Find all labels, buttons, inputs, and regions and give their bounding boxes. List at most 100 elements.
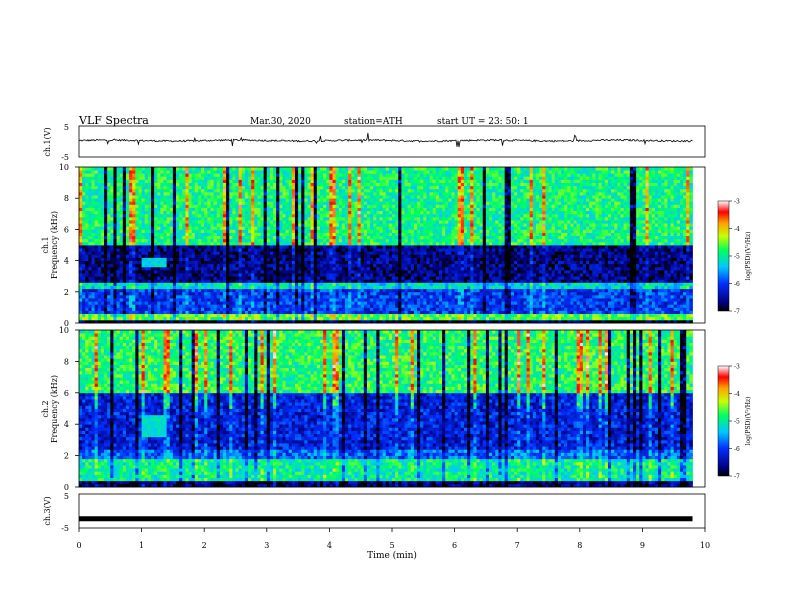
spectrogram-cell	[95, 170, 99, 174]
spectrogram-cell	[160, 195, 164, 199]
ch1-ytick-bottom: -5	[61, 153, 69, 162]
spectrogram-cell	[195, 282, 199, 286]
spectrogram-cell	[198, 173, 202, 177]
spectrogram-cell	[107, 307, 111, 311]
spectrogram-cell	[123, 245, 127, 249]
spectrogram-cell	[123, 311, 127, 315]
spectrogram-cell	[110, 279, 114, 283]
spectrogram-cell	[170, 167, 174, 171]
spectrogram-cell	[198, 286, 202, 290]
spectrogram-cell	[154, 201, 158, 205]
spectrogram-cell	[123, 229, 127, 233]
spectrogram-cell	[157, 292, 161, 296]
spectrogram-cell	[107, 298, 111, 302]
spectrogram-cell	[170, 229, 174, 233]
spectrogram-cell	[182, 195, 186, 199]
spectrogram-cell	[195, 214, 199, 218]
spectrogram-cell	[151, 220, 155, 224]
spectrogram-cell	[101, 301, 105, 305]
spectrogram-cell	[198, 198, 202, 202]
spectrogram-cell	[204, 270, 208, 274]
spectrogram-cell	[132, 292, 136, 296]
spectrogram-cell	[173, 292, 177, 296]
spectrogram-cell	[157, 220, 161, 224]
spectrogram-cell	[170, 264, 174, 268]
spectrogram-cell	[79, 289, 83, 293]
spectrogram-cell	[85, 251, 89, 255]
spectrogram-cell	[107, 236, 111, 240]
spectrogram-cell	[82, 239, 86, 243]
spectrogram-cell	[85, 223, 89, 227]
spectrogram-cell	[98, 183, 102, 187]
spectrogram-cell	[160, 311, 164, 315]
spectrogram-cell	[170, 170, 174, 174]
spectrogram-cell	[82, 282, 86, 286]
spectrogram-cell	[85, 233, 89, 237]
spectrogram-cell	[160, 248, 164, 252]
spectrogram-cell	[92, 292, 96, 296]
spectrogram-cell	[120, 192, 124, 196]
spectrogram-cell	[151, 311, 155, 315]
spectrogram-cell	[148, 298, 152, 302]
spectrogram-cell	[95, 189, 99, 193]
spectrogram-cell	[79, 276, 83, 280]
spectrogram-cell	[179, 311, 183, 315]
spectrogram-cell	[204, 248, 208, 252]
spectrogram-cell	[129, 223, 133, 227]
spectrogram-cell	[148, 223, 152, 227]
spectrogram-cell	[201, 211, 205, 215]
spectrogram-cell	[151, 270, 155, 274]
spectrogram-cell	[104, 220, 108, 224]
spectrogram-cell	[185, 270, 189, 274]
spectrogram-cell	[151, 229, 155, 233]
spectrogram-cell	[154, 204, 158, 208]
spectrogram-cell	[195, 229, 199, 233]
spectrogram-cell	[164, 273, 168, 277]
spectrogram-cell	[195, 286, 199, 290]
spectrogram-cell	[195, 314, 199, 318]
spectrogram-cell	[126, 183, 130, 187]
spectrogram-cell	[113, 317, 117, 321]
spectrogram-cell	[170, 192, 174, 196]
spectrogram-cell	[138, 307, 142, 311]
spectrogram-cell	[138, 173, 142, 177]
spectrogram-cell	[201, 173, 205, 177]
spectrogram-cell	[145, 170, 149, 174]
spectrogram-cell	[88, 173, 92, 177]
spectrogram-cell	[164, 220, 168, 224]
spectrogram-cell	[173, 204, 177, 208]
spectrogram-cell	[142, 226, 146, 230]
spectrogram-cell	[110, 217, 114, 221]
spectrogram-cell	[92, 314, 96, 318]
spectrogram-cell	[201, 270, 205, 274]
spectrogram-cell	[135, 279, 139, 283]
spectrogram-cell	[170, 176, 174, 180]
spectrogram-cell	[142, 298, 146, 302]
spectrogram-cell	[201, 208, 205, 212]
spectrogram-cell	[145, 217, 149, 221]
spectrogram-cell	[185, 273, 189, 277]
spectrogram-cell	[204, 226, 208, 230]
spectrogram-cell	[179, 223, 183, 227]
spectrogram-cell	[179, 251, 183, 255]
spectrogram-cell	[113, 267, 117, 271]
spectrogram-cell	[167, 233, 171, 237]
spectrogram-cell	[92, 248, 96, 252]
spectrogram-cell	[142, 186, 146, 190]
spectrogram-cell	[107, 257, 111, 261]
spectrogram-cell	[195, 311, 199, 315]
spectrogram-cell	[185, 295, 189, 299]
spectrogram-cell	[198, 192, 202, 196]
spectrogram-cell	[110, 176, 114, 180]
spectrogram-cell	[195, 248, 199, 252]
spectrogram-cell	[138, 251, 142, 255]
spectrogram-cell	[92, 170, 96, 174]
spectrogram-cell	[104, 183, 108, 187]
spectrogram-cell	[145, 179, 149, 183]
spectrogram-cell	[120, 304, 124, 308]
spectrogram-cell	[101, 251, 105, 255]
spectrogram-cell	[164, 229, 168, 233]
spectrogram-cell	[117, 229, 121, 233]
spectrogram-cell	[201, 223, 205, 227]
spectrogram-cell	[113, 226, 117, 230]
